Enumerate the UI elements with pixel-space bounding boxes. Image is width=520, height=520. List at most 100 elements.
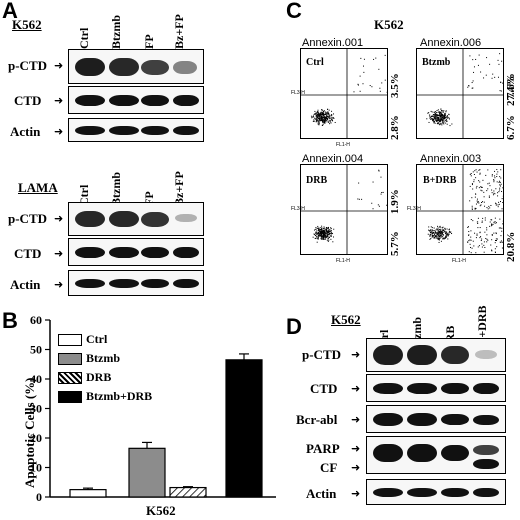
legend-swatch-ctrl bbox=[58, 334, 82, 346]
row-label-ctd: CTD bbox=[14, 246, 42, 261]
blot-band bbox=[473, 415, 499, 425]
y-tick-label: 30 bbox=[30, 402, 42, 416]
blot-band bbox=[473, 445, 499, 455]
blot-band bbox=[373, 444, 403, 462]
arrow-right-icon: ➜ bbox=[351, 348, 361, 361]
flow-plot-label: Btzmb bbox=[422, 57, 451, 68]
blot-band bbox=[109, 279, 139, 288]
blot-band bbox=[75, 247, 105, 258]
blot-band bbox=[75, 211, 105, 227]
blot-d-actin bbox=[366, 479, 506, 505]
flow-x-axis-label: FL1-H bbox=[336, 142, 350, 148]
blot-band bbox=[175, 214, 197, 222]
flow-x-axis-label: FL1-H bbox=[336, 258, 350, 264]
blot-band bbox=[173, 126, 199, 135]
panel-c-cell-line: K562 bbox=[374, 17, 404, 32]
lower-right-percent: 6.7% bbox=[505, 115, 517, 140]
blot-band bbox=[473, 383, 499, 394]
blot-band bbox=[109, 58, 139, 76]
panel-a-lama-cell-line: LAMA bbox=[18, 180, 58, 195]
y-tick-label: 40 bbox=[30, 372, 42, 386]
panel-a-letter: A bbox=[2, 0, 18, 23]
row-label-pctd: p-CTD bbox=[302, 347, 342, 362]
row-label-actin: Actin bbox=[306, 486, 337, 501]
lower-right-percent: 20.8% bbox=[505, 231, 517, 262]
blot-k562-pctd bbox=[68, 49, 204, 84]
y-tick-label: 10 bbox=[30, 461, 42, 475]
blot-band bbox=[441, 383, 469, 394]
blot-band bbox=[473, 488, 499, 497]
blot-d-parp bbox=[366, 436, 506, 474]
row-label-actin: Actin bbox=[10, 277, 41, 292]
flow-plot-area bbox=[416, 48, 504, 139]
blot-band bbox=[407, 413, 437, 426]
row-label-bcr-abl: Bcr-abl bbox=[296, 412, 338, 427]
blot-band bbox=[373, 345, 403, 365]
blot-band bbox=[141, 212, 169, 227]
blot-band bbox=[441, 488, 469, 497]
legend-label: Btzmb+DRB bbox=[86, 389, 153, 403]
blot-band bbox=[109, 247, 139, 258]
blot-band bbox=[141, 95, 169, 106]
arrow-right-icon: ➜ bbox=[54, 94, 64, 107]
row-label-pctd: p-CTD bbox=[8, 211, 48, 226]
blot-band bbox=[109, 126, 139, 135]
blot-band bbox=[373, 383, 403, 394]
blot-band bbox=[141, 247, 169, 258]
scatter-dots bbox=[301, 165, 387, 254]
lower-right-percent: 5.7% bbox=[389, 231, 401, 256]
bar-btzmb-drb bbox=[225, 359, 263, 498]
flow-plot-title: Annexin.001 bbox=[302, 37, 364, 49]
flow-plot-label: Ctrl bbox=[306, 57, 324, 68]
arrow-right-icon: ➜ bbox=[351, 487, 361, 500]
panel-d-cell-line: K562 bbox=[331, 312, 361, 327]
y-tick-label: 60 bbox=[30, 313, 42, 327]
arrow-right-icon: ➜ bbox=[54, 247, 64, 260]
blot-band bbox=[473, 459, 499, 469]
blot-band bbox=[173, 247, 199, 258]
scatter-dots bbox=[301, 49, 387, 138]
flow-y-axis-label: FL3-H bbox=[291, 90, 305, 96]
panel-b-letter: B bbox=[2, 308, 18, 333]
y-tick-label: 20 bbox=[30, 431, 42, 445]
blot-band bbox=[373, 488, 403, 497]
blot-band bbox=[141, 279, 169, 288]
flow-plot-title: Annexin.004 bbox=[302, 153, 364, 165]
scatter-dots bbox=[417, 165, 503, 254]
upper-right-percent: 1.9% bbox=[389, 189, 401, 214]
panel-d-letter: D bbox=[286, 314, 302, 339]
blot-band bbox=[109, 95, 139, 106]
blot-d-pctd bbox=[366, 338, 506, 372]
arrow-right-icon: ➜ bbox=[54, 278, 64, 291]
blot-lama-actin bbox=[68, 270, 204, 296]
lower-right-percent: 2.8% bbox=[389, 115, 401, 140]
blot-d-ctd bbox=[366, 374, 506, 402]
legend-swatch-btzmb bbox=[58, 353, 82, 365]
y-tick-label: 50 bbox=[30, 343, 42, 357]
panel-c-letter: C bbox=[286, 0, 302, 23]
blot-lama-pctd bbox=[68, 202, 204, 236]
upper-right-percent: 3.5% bbox=[389, 73, 401, 98]
upper-right-percent: 27.4% bbox=[505, 75, 517, 106]
legend-label: Btzmb bbox=[86, 351, 120, 365]
row-label-ctd: CTD bbox=[14, 93, 42, 108]
blot-band bbox=[75, 279, 105, 288]
legend-swatch-drb bbox=[58, 372, 82, 384]
row-label-cf: CF bbox=[320, 460, 338, 475]
flow-y-axis-label: FL3-H bbox=[291, 206, 305, 212]
blot-band bbox=[407, 444, 437, 462]
blot-band bbox=[141, 60, 169, 75]
blot-band bbox=[441, 445, 469, 461]
arrow-right-icon: ➜ bbox=[351, 382, 361, 395]
blot-d-bcr-abl bbox=[366, 405, 506, 433]
blot-k562-actin bbox=[68, 118, 204, 142]
arrow-right-icon: ➜ bbox=[54, 59, 64, 72]
chart-x-axis-label: K562 bbox=[146, 503, 176, 518]
flow-x-axis-label: FL1-H bbox=[452, 258, 466, 264]
bar-drb bbox=[169, 486, 207, 498]
arrow-right-icon: ➜ bbox=[54, 125, 64, 138]
blot-band bbox=[373, 413, 403, 426]
blot-band bbox=[75, 95, 105, 106]
row-label-actin: Actin bbox=[10, 124, 41, 139]
flow-y-axis-label: FL3-H bbox=[407, 206, 421, 212]
